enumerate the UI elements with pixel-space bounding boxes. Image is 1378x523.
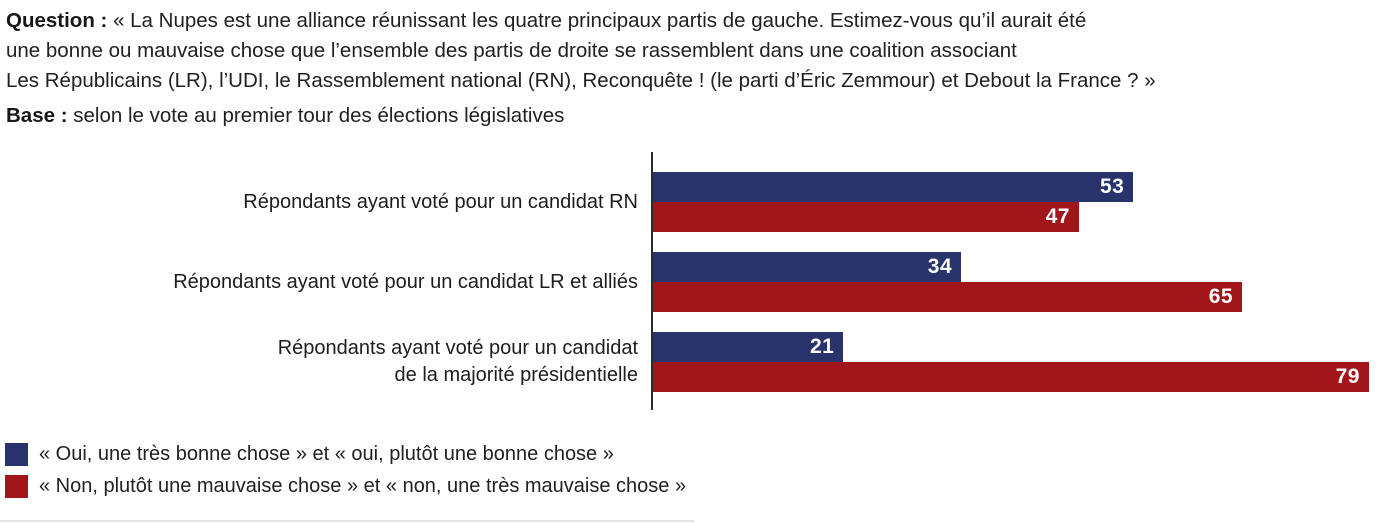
chart-row-lr: Répondants ayant voté pour un candidat L… (0, 252, 1378, 312)
question-text-2: une bonne ou mauvaise chose que l’ensemb… (6, 39, 1017, 62)
bar-group-rn: 53 47 (653, 172, 1378, 232)
base-text: selon le vote au premier tour des électi… (73, 104, 565, 127)
legend-label-no: « Non, plutôt une mauvaise chose » et « … (39, 475, 687, 497)
chart-legend: « Oui, une très bonne chose » et « oui, … (5, 443, 686, 507)
bar-value-label: 34 (927, 255, 953, 278)
y-axis-line (651, 152, 653, 410)
bar-value-label: 53 (1099, 175, 1125, 198)
legend-item-yes: « Oui, une très bonne chose » et « oui, … (5, 443, 686, 466)
bar-value-label: 21 (809, 335, 835, 358)
question-text-1: « La Nupes est une alliance réunissant l… (113, 9, 1087, 32)
base-prefix: Base : (6, 104, 68, 127)
bar-no-lr: 65 (653, 282, 1243, 312)
category-label-lr: Répondants ayant voté pour un candidat L… (0, 252, 638, 312)
category-label-line: Répondants ayant voté pour un candidat L… (173, 270, 638, 293)
bar-yes-rn: 53 (653, 172, 1134, 202)
bar-yes-lr: 34 (653, 252, 962, 282)
category-label-rn: Répondants ayant voté pour un candidat R… (0, 172, 638, 232)
question-line-2: une bonne ou mauvaise chose que l’ensemb… (6, 36, 1372, 66)
bottom-divider (0, 520, 694, 522)
bar-no-majorite: 79 (653, 362, 1369, 392)
question-text-3: Les Républicains (LR), l’UDI, le Rassemb… (6, 69, 1156, 92)
question-line-1: Question : « La Nupes est une alliance r… (6, 6, 1372, 36)
question-prefix: Question : (6, 9, 108, 32)
question-block: Question : « La Nupes est une alliance r… (6, 6, 1372, 131)
category-label-majorite: Répondants ayant voté pour un candidat d… (0, 332, 638, 392)
category-label-line: Répondants ayant voté pour un candidat R… (243, 190, 638, 213)
chart-row-majorite: Répondants ayant voté pour un candidat d… (0, 332, 1378, 392)
category-label-line: de la majorité présidentielle (394, 364, 638, 386)
bar-group-lr: 34 65 (653, 252, 1378, 312)
bar-value-label: 79 (1335, 365, 1360, 388)
base-line: Base : selon le vote au premier tour des… (6, 101, 1372, 131)
bar-yes-majorite: 21 (653, 332, 844, 362)
legend-item-no: « Non, plutôt une mauvaise chose » et « … (5, 475, 686, 498)
bar-value-label: 65 (1208, 285, 1234, 308)
category-label-line: Répondants ayant voté pour un candidat (277, 337, 638, 359)
legend-swatch-no (5, 475, 28, 498)
chart-row-rn: Répondants ayant voté pour un candidat R… (0, 172, 1378, 232)
bar-no-rn: 47 (653, 202, 1079, 232)
legend-swatch-yes (5, 443, 28, 466)
bar-value-label: 47 (1045, 205, 1070, 228)
bar-group-majorite: 21 79 (653, 332, 1378, 392)
legend-label-yes: « Oui, une très bonne chose » et « oui, … (39, 443, 614, 465)
question-line-3: Les Républicains (LR), l’UDI, le Rassemb… (6, 66, 1372, 96)
